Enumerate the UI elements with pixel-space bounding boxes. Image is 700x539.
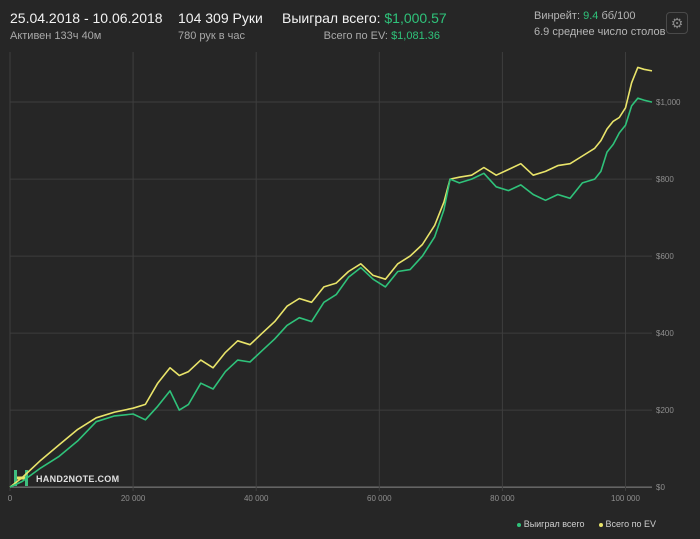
gear-icon[interactable]: ⚙ (666, 12, 688, 34)
legend-label-ev: Всего по EV (605, 519, 656, 529)
chart-series (9, 66, 653, 488)
series-line-ev (9, 66, 653, 488)
avg-tables: 6.9 среднее число столов (534, 26, 666, 38)
ev-value: $1,081.36 (391, 30, 440, 42)
date-range: 25.04.2018 - 10.06.2018 (10, 10, 163, 26)
legend-item-won[interactable]: Выиграл всего (516, 519, 585, 529)
watermark-text: HAND2NOTE.COM (36, 474, 119, 484)
y-tick-label: $200 (656, 406, 674, 415)
winrate: Винрейт: 9.4 бб/100 (534, 10, 666, 22)
ev-total: Всего по EV: $1,081.36 (282, 30, 440, 42)
won-block: Выиграл всего: $1,000.57 Всего по EV: $1… (282, 10, 447, 42)
x-tick-label: 20 000 (121, 494, 146, 503)
y-tick-label: $1,000 (656, 98, 681, 107)
date-block: 25.04.2018 - 10.06.2018 Активен 133ч 40м (10, 10, 163, 42)
watermark: HAND2NOTE.COM (14, 470, 119, 486)
active-time: Активен 133ч 40м (10, 30, 102, 42)
x-tick-label: 60 000 (367, 494, 392, 503)
legend-label-won: Выиграл всего (523, 519, 585, 529)
y-tick-label: $600 (656, 252, 674, 261)
winrate-block: Винрейт: 9.4 бб/100 6.9 среднее число ст… (534, 10, 666, 38)
x-axis-ticks: 0 20 000 40 000 60 000 80 000 100 000 (8, 494, 641, 503)
header: 25.04.2018 - 10.06.2018 Активен 133ч 40м… (0, 0, 700, 50)
hands-per-hour: 780 рук в час (178, 30, 246, 42)
winrate-unit: бб/100 (601, 10, 636, 22)
y-tick-label: $0 (656, 483, 665, 492)
legend-dot-won (516, 522, 521, 527)
won-total: Выиграл всего: $1,000.57 (282, 10, 447, 26)
legend-dot-ev (598, 522, 603, 527)
chart-grid (9, 52, 652, 491)
y-axis-ticks: $0 $200 $400 $600 $800 $1,000 (656, 98, 681, 492)
hands-block: 104 309 Руки 780 рук в час (178, 10, 263, 42)
ev-label: Всего по EV: (323, 30, 388, 42)
legend-item-ev[interactable]: Всего по EV (598, 519, 656, 529)
y-tick-label: $400 (656, 329, 674, 338)
winrate-label: Винрейт: (534, 10, 581, 22)
y-tick-label: $800 (656, 175, 674, 184)
won-label: Выиграл всего: (282, 10, 381, 26)
winrate-value: 9.4 (583, 10, 599, 22)
x-tick-label: 0 (8, 494, 13, 503)
chart-legend: Выиграл всего Всего по EV (516, 519, 656, 529)
hands-count: 104 309 Руки (178, 10, 263, 26)
won-value: $1,000.57 (384, 10, 447, 26)
x-tick-label: 80 000 (490, 494, 515, 503)
series-line-won (9, 97, 653, 488)
x-tick-label: 40 000 (244, 494, 269, 503)
x-tick-label: 100 000 (611, 494, 640, 503)
